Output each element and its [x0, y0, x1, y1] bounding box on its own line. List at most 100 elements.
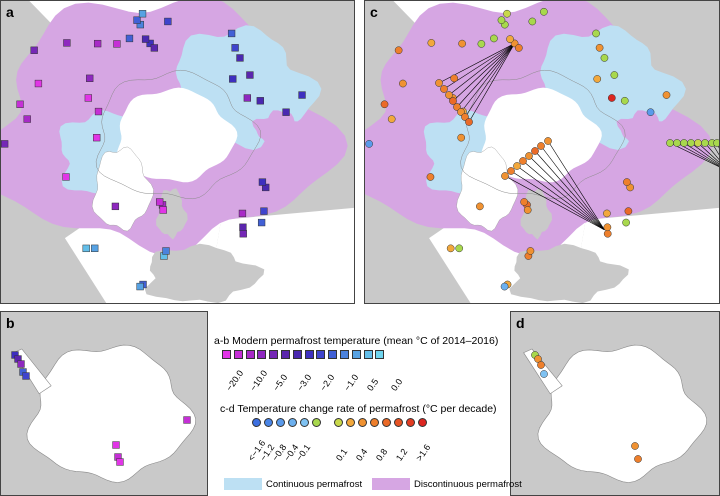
europe-landmass — [509, 243, 629, 303]
site-marker-1 — [141, 35, 150, 43]
site-marker-39 — [257, 218, 266, 227]
modern-swatch-11 — [351, 350, 361, 359]
site-marker-0 — [146, 39, 154, 48]
site-marker-14 — [380, 100, 389, 109]
fan-site-2-1 — [673, 139, 681, 147]
fan-site-1-4 — [519, 157, 527, 165]
site-marker-22 — [111, 202, 120, 211]
site-marker-17 — [450, 74, 459, 83]
site-marker-1 — [506, 35, 514, 43]
modern-swatch-2 — [245, 350, 255, 359]
antarctic-ice-sheet — [26, 344, 197, 483]
antarctic-ice-sheet — [537, 344, 708, 483]
site-marker-51 — [243, 94, 252, 102]
change-tick-pos-1: 0.4 — [354, 446, 370, 463]
change-swatch-9 — [370, 418, 379, 427]
fan-line-0 — [460, 43, 515, 113]
site-marker-4 — [497, 16, 506, 25]
site-marker-7 — [125, 34, 134, 43]
scandinavia — [520, 188, 553, 240]
site-marker-52 — [246, 71, 254, 79]
fan-site-1-3 — [525, 152, 533, 160]
modern-swatch-7 — [304, 350, 314, 359]
change-swatch-7 — [346, 418, 355, 427]
site-marker-5 — [138, 10, 147, 18]
fan-line-1 — [547, 140, 605, 230]
fan-site-0-6 — [461, 113, 469, 121]
fan-site-2-4 — [694, 139, 702, 147]
change-swatch-11 — [394, 418, 403, 427]
modern-temperature-legend-title: a-b Modern permafrost temperature (mean … — [214, 335, 499, 347]
change-swatch-12 — [406, 418, 415, 427]
site-marker-50 — [607, 94, 616, 102]
modern-tick-5: −1.0 — [341, 372, 360, 393]
site-marker-6 — [164, 17, 172, 26]
site-marker-15 — [84, 94, 92, 102]
fan-line-0 — [448, 43, 515, 96]
fan-line-2 — [704, 142, 719, 160]
fan-line-1 — [504, 175, 605, 231]
modern-swatch-3 — [257, 350, 267, 359]
site-marker-8 — [183, 416, 191, 424]
modern-swatch-12 — [363, 350, 373, 359]
site-marker-17 — [93, 134, 101, 142]
fan-line-2 — [669, 142, 719, 167]
site-marker-50 — [298, 91, 306, 99]
site-marker-8 — [540, 7, 548, 16]
site-marker-4 — [22, 372, 30, 380]
site-marker-2 — [537, 361, 545, 369]
site-marker-18 — [457, 133, 466, 142]
map-panel-d: d — [510, 311, 720, 496]
fan-line-2 — [690, 142, 719, 165]
site-marker-49 — [662, 91, 671, 99]
fan-line-2 — [676, 142, 719, 167]
discontinuous-permafrost-label: Discontinuous permafrost — [414, 479, 522, 490]
site-marker-29 — [523, 206, 532, 214]
modern-swatch-1 — [233, 350, 243, 359]
fan-site-0-2 — [445, 91, 453, 99]
change-tick-pos-4: >1.6 — [414, 442, 433, 463]
site-marker-38 — [603, 229, 612, 238]
modern-tick-4: −2.0 — [318, 372, 337, 393]
map-legend: a-b Modern permafrost temperature (mean … — [212, 311, 522, 496]
antarctic-map-d — [511, 312, 719, 495]
modern-swatch-13 — [375, 350, 385, 359]
site-marker-40 — [622, 218, 630, 227]
map-panel-c: c — [364, 0, 720, 304]
continuous-permafrost-label: Continuous permafrost — [266, 479, 363, 490]
site-marker-10 — [458, 39, 466, 48]
change-swatch-4 — [300, 418, 309, 427]
greenland-ice-sheet — [456, 146, 519, 232]
site-marker-53 — [595, 43, 604, 52]
site-marker-3 — [540, 370, 548, 378]
site-marker-32 — [162, 247, 170, 255]
fan-line-2 — [711, 142, 719, 156]
fan-site-0-1 — [440, 85, 448, 93]
site-marker-6 — [528, 17, 537, 26]
greenland-ice-sheet — [91, 146, 154, 232]
site-marker-23 — [62, 173, 70, 181]
site-marker-25 — [455, 244, 464, 253]
site-marker-39 — [603, 223, 612, 232]
discontinuous-permafrost-asia — [616, 110, 681, 157]
fan-line-0 — [452, 43, 515, 102]
change-swatch-1 — [264, 418, 273, 427]
site-marker-26 — [446, 244, 455, 253]
discontinuous-permafrost-asia — [252, 110, 316, 157]
site-marker-43 — [258, 178, 267, 186]
site-marker-4 — [631, 442, 639, 450]
modern-tick-6: 0.5 — [365, 376, 381, 393]
site-marker-18 — [94, 107, 103, 116]
site-marker-10 — [63, 39, 71, 47]
modern-swatch-4 — [269, 350, 279, 359]
arctic-map-c — [365, 1, 719, 303]
fan-site-1-7 — [501, 172, 509, 180]
site-marker-2 — [514, 44, 523, 52]
fan-line-1 — [522, 160, 605, 231]
site-marker-25 — [82, 244, 90, 253]
modern-tick-7: 0.0 — [388, 376, 404, 393]
site-marker-12 — [394, 46, 403, 55]
site-marker-48 — [646, 108, 655, 117]
change-rate-legend-title: c-d Temperature change rate of permafros… — [220, 403, 497, 415]
change-swatch-10 — [382, 418, 391, 427]
